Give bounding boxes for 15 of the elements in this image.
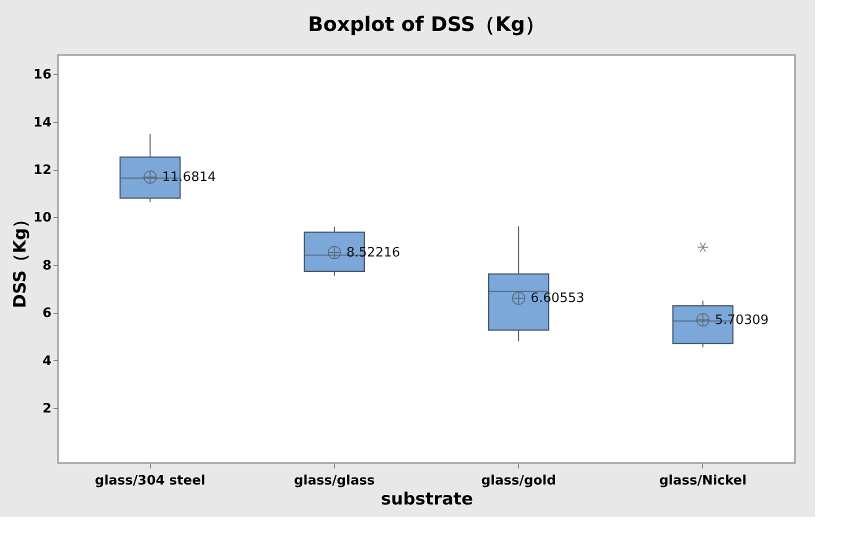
y-tick-label: 8 bbox=[42, 258, 52, 274]
x-tick-label: glass/glass bbox=[294, 474, 376, 488]
y-tick-label: 16 bbox=[33, 68, 52, 83]
y-tick-label: 12 bbox=[33, 163, 52, 178]
y-tick-label: 10 bbox=[33, 210, 52, 226]
x-tick-label: glass/gold bbox=[481, 474, 556, 488]
x-tick-label: glass/304 steel bbox=[94, 474, 206, 488]
y-tick-label: 4 bbox=[42, 354, 52, 369]
x-tick-label: glass/Nickel bbox=[659, 474, 747, 488]
y-axis-title: DSS（Kg） bbox=[10, 210, 30, 308]
y-tick-label: 14 bbox=[33, 115, 52, 130]
y-tick-label: 2 bbox=[42, 402, 52, 417]
chart-title: Boxplot of DSS（Kg） bbox=[308, 12, 546, 36]
x-axis-title: substrate bbox=[380, 490, 474, 510]
y-tick-label: 6 bbox=[42, 306, 52, 322]
